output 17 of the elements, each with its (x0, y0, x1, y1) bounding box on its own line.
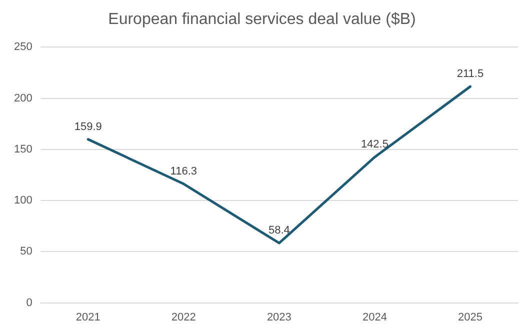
x-tick-label: 2021 (76, 311, 100, 324)
x-tick-label: 2024 (362, 311, 387, 324)
y-tick-label: 0 (26, 296, 32, 309)
chart-title: European financial services deal value ($B) (108, 11, 416, 28)
y-tick-label: 50 (20, 246, 32, 258)
data-label: 142.5 (360, 138, 388, 151)
data-label: 58.4 (268, 224, 290, 237)
x-tick-label: 2023 (266, 311, 292, 324)
x-tick-label: 2022 (171, 311, 196, 324)
y-tick-label: 150 (14, 143, 32, 156)
data-label: 211.5 (456, 68, 484, 80)
y-tick-label: 200 (14, 92, 32, 104)
x-tick-label: 2025 (458, 311, 482, 324)
data-label: 159.9 (74, 120, 102, 133)
y-tick-label: 250 (14, 41, 32, 54)
y-tick-label: 100 (14, 194, 32, 207)
data-label: 116.3 (170, 165, 198, 178)
